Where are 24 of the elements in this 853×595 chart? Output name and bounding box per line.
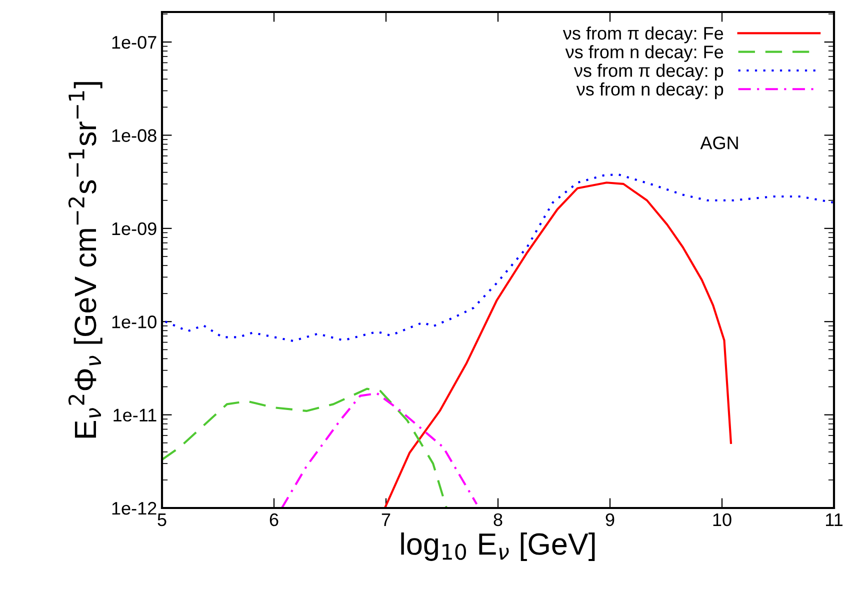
line-series [164,173,834,342]
x-axis-title: log$_{10}$ E$_{ν}$ [GeV] [401,532,595,561]
legend-label: νs from n decay: p [576,82,724,100]
legend-label: νs from n decay: Fe [565,45,724,62]
y-tick-label: 1e-09 [112,222,156,236]
x-tick-label: 11 [826,514,842,526]
annotation: AGN [700,136,738,150]
line-series [384,182,732,508]
x-tick-label: 10 [713,513,732,526]
line-series [280,392,478,508]
x-tick-label: 8 [494,513,502,526]
x-tick-label: 7 [382,514,390,526]
x-tick-label: 9 [606,513,614,526]
y-tick-label: 1e-10 [112,316,156,328]
x-tick-label: 6 [270,513,278,526]
y-tick-label: 1e-07 [112,36,156,49]
y-tick-label: 1e-12 [112,502,156,515]
legend-label: νs from π decay: Fe [562,26,724,44]
x-tick-label: 5 [158,514,166,526]
y-tick-label: 1e-11 [114,408,156,422]
line-series [162,388,448,508]
y-tick-label: 1e-08 [112,129,156,142]
text: E$_{ν}$$^{2}$Φ$_{ν}$ [GeV cm$^{−2}$s$^{−1}$sr$^{−1}$] [68,82,102,438]
legend-label: νs from π decay: p [574,64,724,81]
